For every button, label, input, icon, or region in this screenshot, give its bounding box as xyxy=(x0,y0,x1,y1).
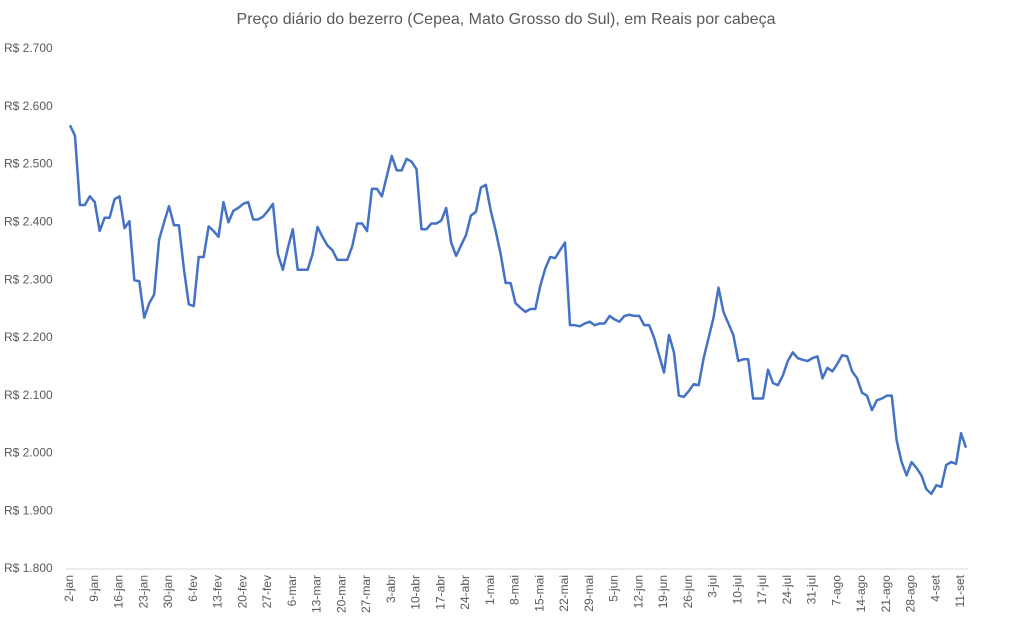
x-tick-label: 30-jan xyxy=(161,575,175,608)
x-tick-label: 24-abr xyxy=(458,575,472,610)
x-tick-label: 3-jul xyxy=(706,575,720,598)
x-tick-label: 28-ago xyxy=(904,575,918,613)
x-tick-label: 1-mai xyxy=(483,575,497,605)
x-tick-label: 13-mar xyxy=(310,575,324,613)
x-tick-label: 17-jul xyxy=(755,575,769,604)
x-tick-label: 23-jan xyxy=(136,575,150,608)
y-tick-label: R$ 1.800 xyxy=(4,561,53,575)
y-tick-label: R$ 2.700 xyxy=(4,41,53,55)
x-tick-label: 29-mai xyxy=(582,575,596,612)
x-tick-label: 24-jul xyxy=(780,575,794,604)
y-tick-label: R$ 2.500 xyxy=(4,157,53,171)
x-tick-label: 10-jul xyxy=(730,575,744,604)
chart-title: Preço diário do bezerro (Cepea, Mato Gro… xyxy=(237,11,776,28)
x-tick-label: 20-fev xyxy=(235,575,249,608)
x-tick-label: 4-set xyxy=(928,574,942,601)
x-tick-label: 6-mar xyxy=(285,575,299,606)
x-tick-label: 15-mai xyxy=(532,575,546,612)
x-tick-label: 16-jan xyxy=(112,575,126,608)
y-tick-label: R$ 2.100 xyxy=(4,388,53,402)
x-tick-label: 8-mai xyxy=(508,575,522,605)
x-tick-label: 3-abr xyxy=(384,575,398,603)
x-tick-label: 27-fev xyxy=(260,575,274,608)
x-tick-label: 9-jan xyxy=(87,575,101,602)
x-tick-label: 5-jun xyxy=(607,575,621,602)
x-tick-label: 14-ago xyxy=(854,575,868,613)
x-tick-label: 31-jul xyxy=(805,575,819,604)
x-tick-label: 21-ago xyxy=(879,575,893,613)
x-tick-label: 2-jan xyxy=(62,575,76,602)
x-tick-label: 22-mai xyxy=(557,575,571,612)
y-tick-label: R$ 2.600 xyxy=(4,99,53,113)
x-tick-label: 7-ago xyxy=(829,575,843,606)
x-tick-label: 12-jun xyxy=(631,575,645,608)
y-tick-label: R$ 2.200 xyxy=(4,330,53,344)
y-tick-label: R$ 2.400 xyxy=(4,215,53,229)
x-tick-label: 26-jun xyxy=(681,575,695,608)
x-tick-label: 20-mar xyxy=(334,575,348,613)
y-tick-label: R$ 1.900 xyxy=(4,503,53,517)
x-tick-label: 13-fev xyxy=(211,575,225,608)
x-tick-label: 10-abr xyxy=(409,575,423,610)
x-tick-label: 19-jun xyxy=(656,575,670,608)
x-tick-label: 6-fev xyxy=(186,575,200,602)
line-series xyxy=(68,124,968,496)
y-tick-label: R$ 2.300 xyxy=(4,272,53,286)
x-tick-label: 17-abr xyxy=(433,575,447,610)
x-tick-label: 11-set xyxy=(953,574,967,607)
y-tick-label: R$ 2.000 xyxy=(4,446,53,460)
x-tick-label: 27-mar xyxy=(359,575,373,613)
